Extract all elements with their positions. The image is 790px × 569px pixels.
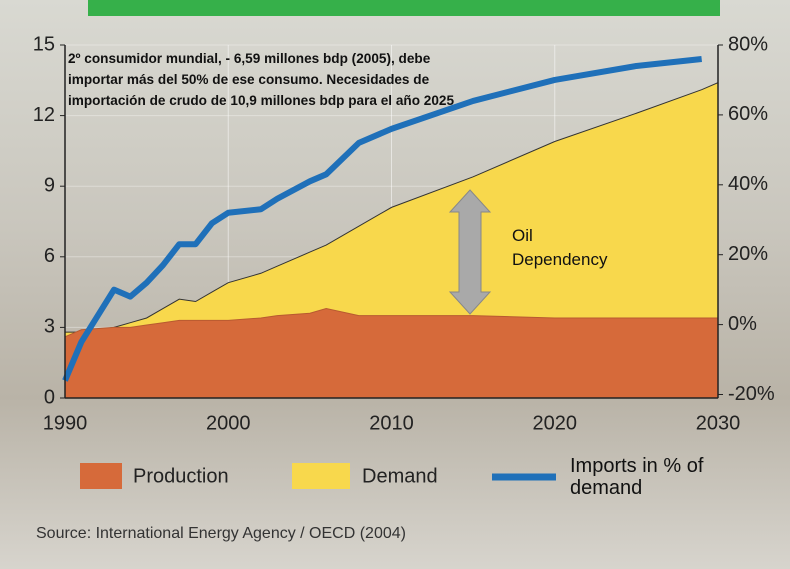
x-tick-label: 2030 xyxy=(696,412,741,434)
legend-label: Production xyxy=(133,465,229,487)
y-tick-label: 9 xyxy=(44,174,55,196)
x-tick-label: 2020 xyxy=(533,412,578,434)
y2-tick-label: 20% xyxy=(728,243,768,265)
title-bar xyxy=(88,0,720,16)
y2-tick-label: 80% xyxy=(728,33,768,55)
y2-tick-label: 40% xyxy=(728,173,768,195)
y2-tick-label: 0% xyxy=(728,313,757,335)
y-tick-label: 12 xyxy=(33,104,55,126)
y-tick-label: 6 xyxy=(44,245,55,267)
y-tick-label: 3 xyxy=(44,316,55,338)
chart: 1990 2000 2010 2020 2030 0 3 6 9 12 15 -20% 0% 20% 40%… xyxy=(0,0,790,569)
legend-label: Imports in % of demand xyxy=(570,455,705,499)
annotation: 2º consumidor mundial, - 6,59 millones b… xyxy=(68,48,463,111)
x-tick-label: 2010 xyxy=(369,412,414,434)
legend-swatch xyxy=(292,463,350,489)
source: Source: International Energy Agency / OE… xyxy=(36,525,406,543)
arrow-label: Oil Dependency xyxy=(512,224,622,272)
x-tick-label: 2000 xyxy=(206,412,251,434)
y-tick-label: 15 xyxy=(33,33,55,55)
y-tick-label: 0 xyxy=(44,386,55,408)
y2-tick-label: -20% xyxy=(728,383,775,405)
legend-swatch xyxy=(80,463,122,489)
y2-tick-label: 60% xyxy=(728,103,768,125)
legend-label: Demand xyxy=(362,465,438,487)
x-tick-label: 1990 xyxy=(43,412,88,434)
